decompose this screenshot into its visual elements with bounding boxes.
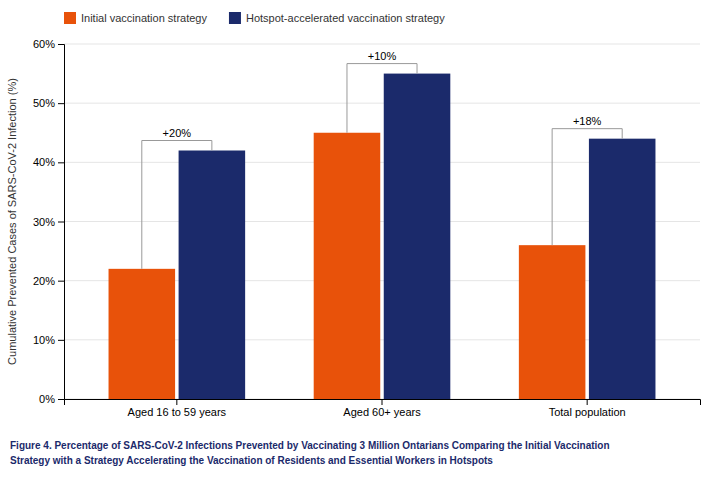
legend-swatch xyxy=(64,12,76,24)
grid-line xyxy=(64,44,700,45)
y-tick: 10% xyxy=(33,334,64,346)
y-tick-label: 30% xyxy=(33,216,55,228)
x-tick-mark xyxy=(382,399,383,405)
annotations: +20% +10% +18% xyxy=(163,50,602,139)
plot-area: 0%10%20%30%40%50%60%Aged 16 to 59 yearsA… xyxy=(33,38,701,418)
marks xyxy=(109,64,656,399)
legend-item: Initial vaccination strategy xyxy=(64,12,207,24)
y-tick-mark xyxy=(58,281,64,282)
y-axis: 0% 10% 20% 30% 40% 50% 60% xyxy=(33,38,65,405)
x-tick-mark xyxy=(176,399,177,405)
legend-label: Hotspot-accelerated vaccination strategy xyxy=(246,12,445,24)
y-tick-mark xyxy=(58,340,64,341)
bar xyxy=(589,139,656,399)
bar-series xyxy=(179,74,656,399)
annotation: +10% xyxy=(368,50,397,62)
caption: Figure 4. Percentage of SARS-CoV-2 Infec… xyxy=(10,440,610,466)
bar xyxy=(179,151,246,400)
brackets xyxy=(142,64,622,269)
x-tick: Total population xyxy=(549,399,626,418)
x-axis: Aged 16 to 59 years Aged 60+ years Total p… xyxy=(65,399,701,418)
y-tick-label: 20% xyxy=(33,275,55,287)
y-tick-label: 0% xyxy=(39,393,55,405)
x-axis-line xyxy=(65,400,701,406)
x-tick-label: Total population xyxy=(549,406,626,418)
bracket xyxy=(347,64,417,133)
grid xyxy=(64,44,700,399)
y-tick-mark xyxy=(58,103,64,104)
y-tick-mark xyxy=(58,162,64,163)
x-tick-label: Aged 60+ years xyxy=(343,406,421,418)
y-tick-mark xyxy=(58,222,64,223)
y-axis-title: Cumulative Prevented Cases of SARS-CoV-2… xyxy=(6,78,18,365)
y-tick: 50% xyxy=(33,97,64,109)
bar xyxy=(314,133,381,399)
y-tick-mark xyxy=(58,399,64,400)
bracket xyxy=(552,129,622,246)
caption-line: Figure 4. Percentage of SARS-CoV-2 Infec… xyxy=(10,440,610,451)
y-tick: 30% xyxy=(33,216,64,228)
y-tick: 0% xyxy=(39,393,64,405)
legend-label: Initial vaccination strategy xyxy=(81,12,207,24)
x-tick-label: Aged 16 to 59 years xyxy=(128,406,227,418)
y-tick-label: 60% xyxy=(33,38,55,50)
bar-series xyxy=(109,133,586,399)
caption-line: Strategy with a Strategy Accelerating th… xyxy=(10,455,493,466)
x-tick-mark xyxy=(587,399,588,405)
legend-item: Hotspot-accelerated vaccination strategy xyxy=(229,12,445,24)
legend-swatch xyxy=(229,12,241,24)
y-tick-mark xyxy=(58,44,64,45)
y-tick: 40% xyxy=(33,156,64,168)
y-tick-label: 10% xyxy=(33,334,55,346)
y-axis-line xyxy=(58,45,65,400)
bracket xyxy=(142,141,212,269)
y-tick: 20% xyxy=(33,275,64,287)
annotation: +20% xyxy=(163,127,192,139)
y-tick-label: 50% xyxy=(33,97,55,109)
grid-line xyxy=(64,103,700,104)
x-tick: Aged 16 to 59 years xyxy=(128,399,227,418)
bar xyxy=(109,269,176,399)
bar xyxy=(519,245,586,399)
legend: Initial vaccination strategy Hotspot-acce… xyxy=(64,12,445,24)
chart: 0%10%20%30%40%50%60%Aged 16 to 59 yearsA… xyxy=(0,0,720,483)
y-tick: 60% xyxy=(33,38,64,50)
y-tick-label: 40% xyxy=(33,156,55,168)
x-tick: Aged 60+ years xyxy=(343,399,421,418)
bar xyxy=(384,74,451,399)
annotation: +18% xyxy=(573,115,602,127)
